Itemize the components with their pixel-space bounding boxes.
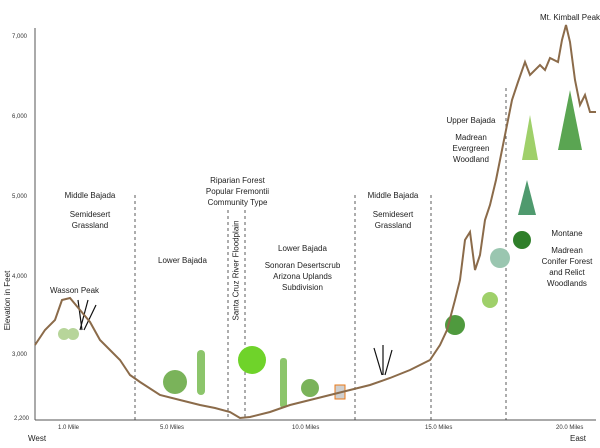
y-tick: 2,200 bbox=[14, 416, 30, 422]
x-tick: 20.0 Miles bbox=[556, 425, 584, 431]
zone-middle-bajada-east: Middle Bajada Semidesert Grassland bbox=[367, 191, 419, 230]
west-label: West bbox=[28, 434, 47, 443]
zone-montane: Montane Madrean Conifer Forest and Relict Wo… bbox=[541, 229, 593, 288]
zone-middle-bajada-west: Middle Bajada Semidesert Grassland bbox=[64, 191, 116, 230]
east-label: East bbox=[570, 434, 587, 443]
x-tick: 15.0 Miles bbox=[425, 425, 453, 431]
y-tick: 4,000 bbox=[12, 274, 28, 280]
y-tick: 6,000 bbox=[12, 114, 28, 120]
y-tick: 5,000 bbox=[12, 194, 28, 200]
zone-riparian-forest: Riparian Forest Popular Fremontii Communit… bbox=[205, 176, 270, 207]
y-tick: 7,000 bbox=[12, 34, 28, 40]
y-axis-label: Elevation in Feet bbox=[3, 270, 12, 331]
cottonwood-tree-icon bbox=[238, 346, 266, 374]
conifer-icon bbox=[558, 90, 582, 150]
vegetation-illustrations bbox=[58, 90, 582, 408]
y-axis-label-wrap: Elevation in Feet bbox=[0, 200, 14, 400]
kimball-peak-label: Mt. Kimball Peak bbox=[540, 13, 600, 22]
x-tick: 5.0 Miles bbox=[160, 425, 185, 431]
zone-upper-bajada: Upper Bajada Madrean Evergreen Woodland bbox=[446, 116, 496, 164]
wasson-peak-label: Wasson Peak bbox=[50, 286, 100, 295]
zone-dividers bbox=[134, 88, 507, 420]
terrain-profile-line bbox=[34, 24, 596, 420]
x-tick: 10.0 Miles bbox=[292, 425, 320, 431]
zone-santa-cruz-floodplain: Santa Cruz River Floodplain bbox=[231, 220, 241, 321]
zone-lower-bajada-west: Lower Bajada bbox=[158, 256, 207, 265]
zone-lower-bajada-east: Lower Bajada Sonoran Desertscrub Arizona U… bbox=[264, 244, 341, 292]
saguaro-icon bbox=[197, 350, 205, 395]
x-tick: 1.0 Mile bbox=[58, 425, 80, 431]
y-tick: 3,000 bbox=[12, 352, 28, 358]
